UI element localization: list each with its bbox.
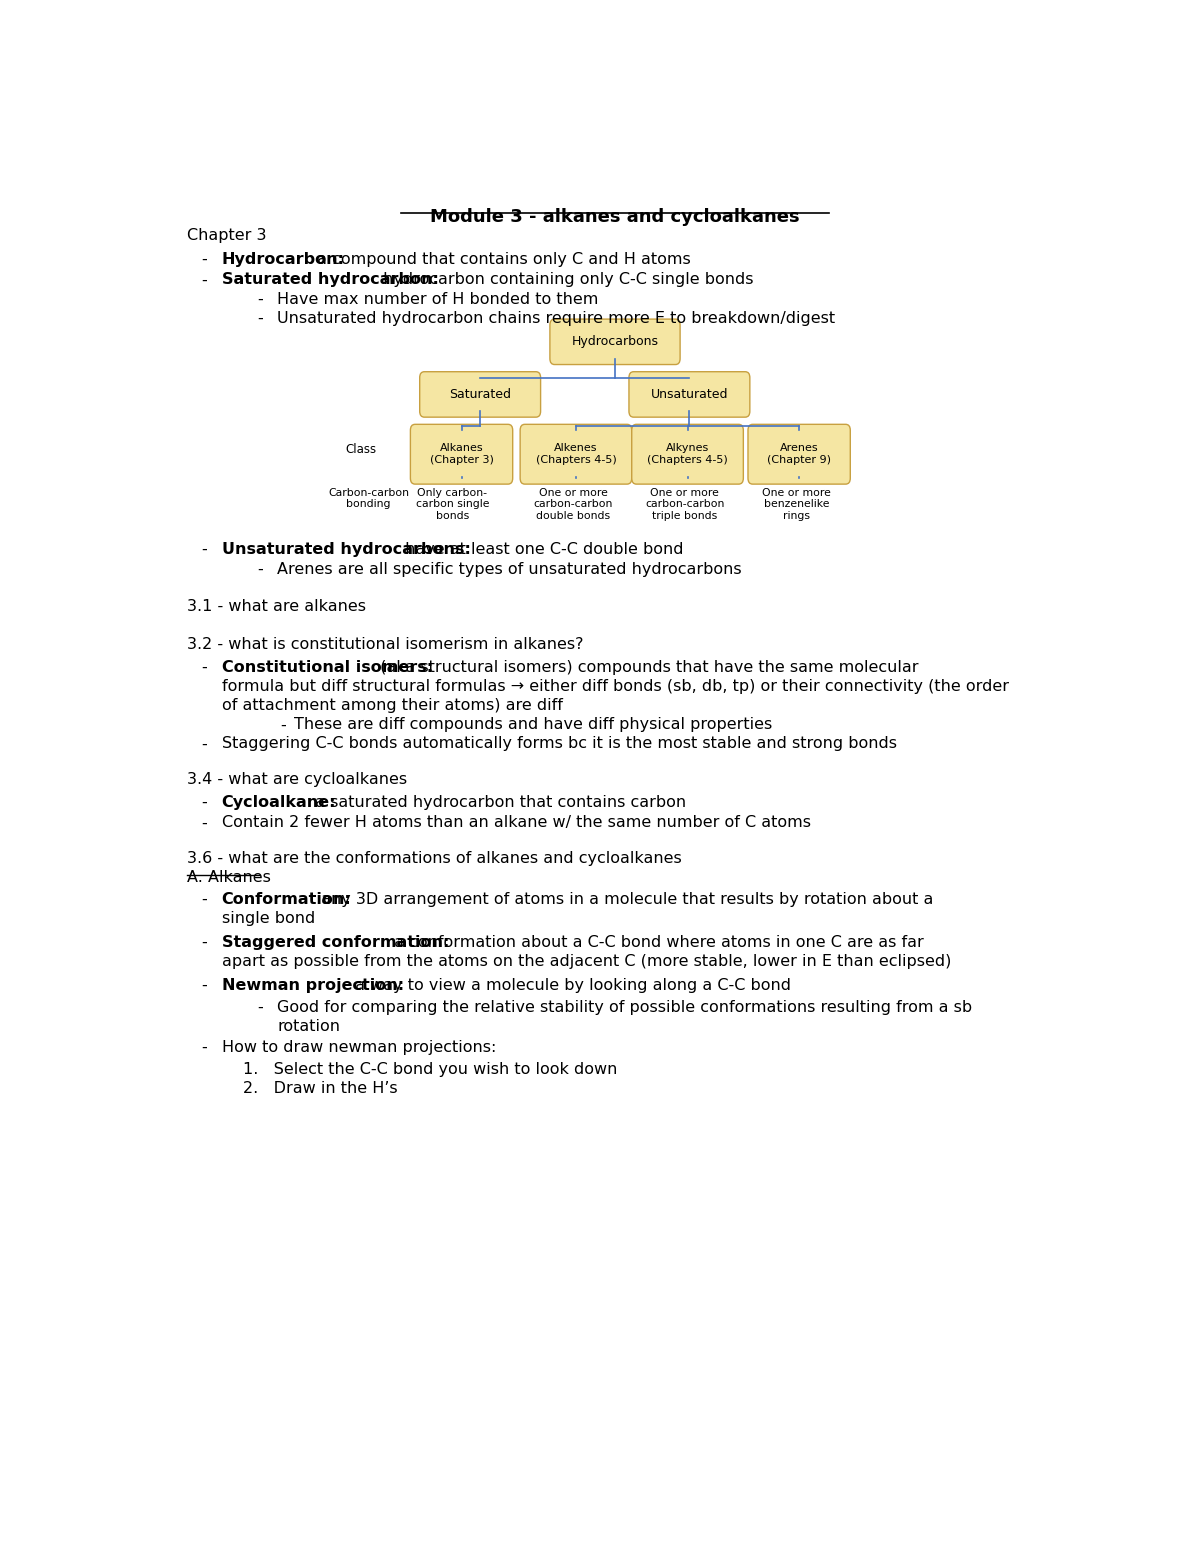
Text: Module 3 - alkanes and cycloalkanes: Module 3 - alkanes and cycloalkanes xyxy=(430,208,800,225)
Text: -: - xyxy=(202,252,206,267)
Text: a way to view a molecule by looking along a C-C bond: a way to view a molecule by looking alon… xyxy=(350,978,791,992)
Text: A. Alkanes: A. Alkanes xyxy=(187,870,271,885)
Text: -: - xyxy=(257,562,263,576)
Text: Staggered conformation:: Staggered conformation: xyxy=(222,935,449,950)
Text: 3.4 - what are cycloalkanes: 3.4 - what are cycloalkanes xyxy=(187,772,407,787)
Text: Newman projection:: Newman projection: xyxy=(222,978,403,992)
Text: -: - xyxy=(257,1000,263,1014)
Text: -: - xyxy=(257,311,263,326)
Text: -: - xyxy=(281,717,286,733)
Text: a saturated hydrocarbon that contains carbon: a saturated hydrocarbon that contains ca… xyxy=(310,795,686,811)
Text: 3.2 - what is constitutional isomerism in alkanes?: 3.2 - what is constitutional isomerism i… xyxy=(187,637,583,652)
Text: Saturated hydrocarbon:: Saturated hydrocarbon: xyxy=(222,272,438,287)
Text: 2.   Draw in the H’s: 2. Draw in the H’s xyxy=(242,1081,397,1096)
Text: -: - xyxy=(257,292,263,306)
Text: Hydrocarbon:: Hydrocarbon: xyxy=(222,252,344,267)
FancyBboxPatch shape xyxy=(520,424,631,485)
Text: Good for comparing the relative stability of possible conformations resulting fr: Good for comparing the relative stabilit… xyxy=(277,1000,972,1014)
Text: a conformation about a C-C bond where atoms in one C are as far: a conformation about a C-C bond where at… xyxy=(389,935,924,950)
Text: Carbon-carbon
bonding: Carbon-carbon bonding xyxy=(328,488,409,509)
Text: -: - xyxy=(202,815,206,831)
Text: -: - xyxy=(202,935,206,950)
Text: formula but diff structural formulas → either diff bonds (sb, db, tp) or their c: formula but diff structural formulas → e… xyxy=(222,679,1009,694)
Text: Unsaturated hydrocarbon chains require more E to breakdown/digest: Unsaturated hydrocarbon chains require m… xyxy=(277,311,835,326)
Text: These are diff compounds and have diff physical properties: These are diff compounds and have diff p… xyxy=(294,717,773,733)
Text: How to draw newman projections:: How to draw newman projections: xyxy=(222,1041,496,1054)
Text: have at least one C-C double bond: have at least one C-C double bond xyxy=(400,542,684,556)
Text: -: - xyxy=(202,1041,206,1054)
Text: of attachment among their atoms) are diff: of attachment among their atoms) are dif… xyxy=(222,699,563,713)
Text: (aka structural isomers) compounds that have the same molecular: (aka structural isomers) compounds that … xyxy=(376,660,918,676)
Text: a compound that contains only C and H atoms: a compound that contains only C and H at… xyxy=(312,252,690,267)
Text: Alkenes
(Chapters 4-5): Alkenes (Chapters 4-5) xyxy=(535,444,617,464)
Text: Only carbon-
carbon single
bonds: Only carbon- carbon single bonds xyxy=(415,488,490,520)
Text: -: - xyxy=(202,542,206,556)
Text: Arenes
(Chapter 9): Arenes (Chapter 9) xyxy=(767,444,832,464)
Text: hydrocarbon containing only C-C single bonds: hydrocarbon containing only C-C single b… xyxy=(378,272,754,287)
Text: Unsaturated: Unsaturated xyxy=(650,388,728,401)
Text: One or more
benzenelike
rings: One or more benzenelike rings xyxy=(762,488,830,520)
Text: One or more
carbon-carbon
double bonds: One or more carbon-carbon double bonds xyxy=(534,488,613,520)
Text: Conformation:: Conformation: xyxy=(222,891,352,907)
Text: Alkynes
(Chapters 4-5): Alkynes (Chapters 4-5) xyxy=(647,444,728,464)
Text: 3.1 - what are alkanes: 3.1 - what are alkanes xyxy=(187,599,366,613)
Text: 3.6 - what are the conformations of alkanes and cycloalkanes: 3.6 - what are the conformations of alka… xyxy=(187,851,682,867)
FancyBboxPatch shape xyxy=(420,371,540,418)
Text: apart as possible from the atoms on the adjacent C (more stable, lower in E than: apart as possible from the atoms on the … xyxy=(222,954,950,969)
Text: Alkanes
(Chapter 3): Alkanes (Chapter 3) xyxy=(430,444,493,464)
Text: Saturated: Saturated xyxy=(449,388,511,401)
FancyBboxPatch shape xyxy=(748,424,851,485)
Text: Contain 2 fewer H atoms than an alkane w/ the same number of C atoms: Contain 2 fewer H atoms than an alkane w… xyxy=(222,815,811,831)
FancyBboxPatch shape xyxy=(550,318,680,365)
FancyBboxPatch shape xyxy=(631,424,743,485)
Text: -: - xyxy=(202,891,206,907)
Text: -: - xyxy=(202,978,206,992)
Text: Unsaturated hydrocarbons:: Unsaturated hydrocarbons: xyxy=(222,542,470,556)
Text: 1.   Select the C-C bond you wish to look down: 1. Select the C-C bond you wish to look … xyxy=(242,1062,617,1076)
Text: Constitutional isomers:: Constitutional isomers: xyxy=(222,660,433,676)
Text: -: - xyxy=(202,660,206,676)
Text: One or more
carbon-carbon
triple bonds: One or more carbon-carbon triple bonds xyxy=(646,488,725,520)
Text: Have max number of H bonded to them: Have max number of H bonded to them xyxy=(277,292,599,306)
Text: single bond: single bond xyxy=(222,912,314,926)
Text: Cycloalkane:: Cycloalkane: xyxy=(222,795,336,811)
Text: Chapter 3: Chapter 3 xyxy=(187,228,266,244)
FancyBboxPatch shape xyxy=(410,424,512,485)
Text: rotation: rotation xyxy=(277,1019,341,1034)
Text: -: - xyxy=(202,272,206,287)
Text: Hydrocarbons: Hydrocarbons xyxy=(571,335,659,348)
Text: Arenes are all specific types of unsaturated hydrocarbons: Arenes are all specific types of unsatur… xyxy=(277,562,742,576)
Text: -: - xyxy=(202,736,206,752)
Text: any 3D arrangement of atoms in a molecule that results by rotation about a: any 3D arrangement of atoms in a molecul… xyxy=(317,891,934,907)
FancyBboxPatch shape xyxy=(629,371,750,418)
Text: -: - xyxy=(202,795,206,811)
Text: Staggering C-C bonds automatically forms bc it is the most stable and strong bon: Staggering C-C bonds automatically forms… xyxy=(222,736,896,752)
Text: Class: Class xyxy=(346,443,377,457)
